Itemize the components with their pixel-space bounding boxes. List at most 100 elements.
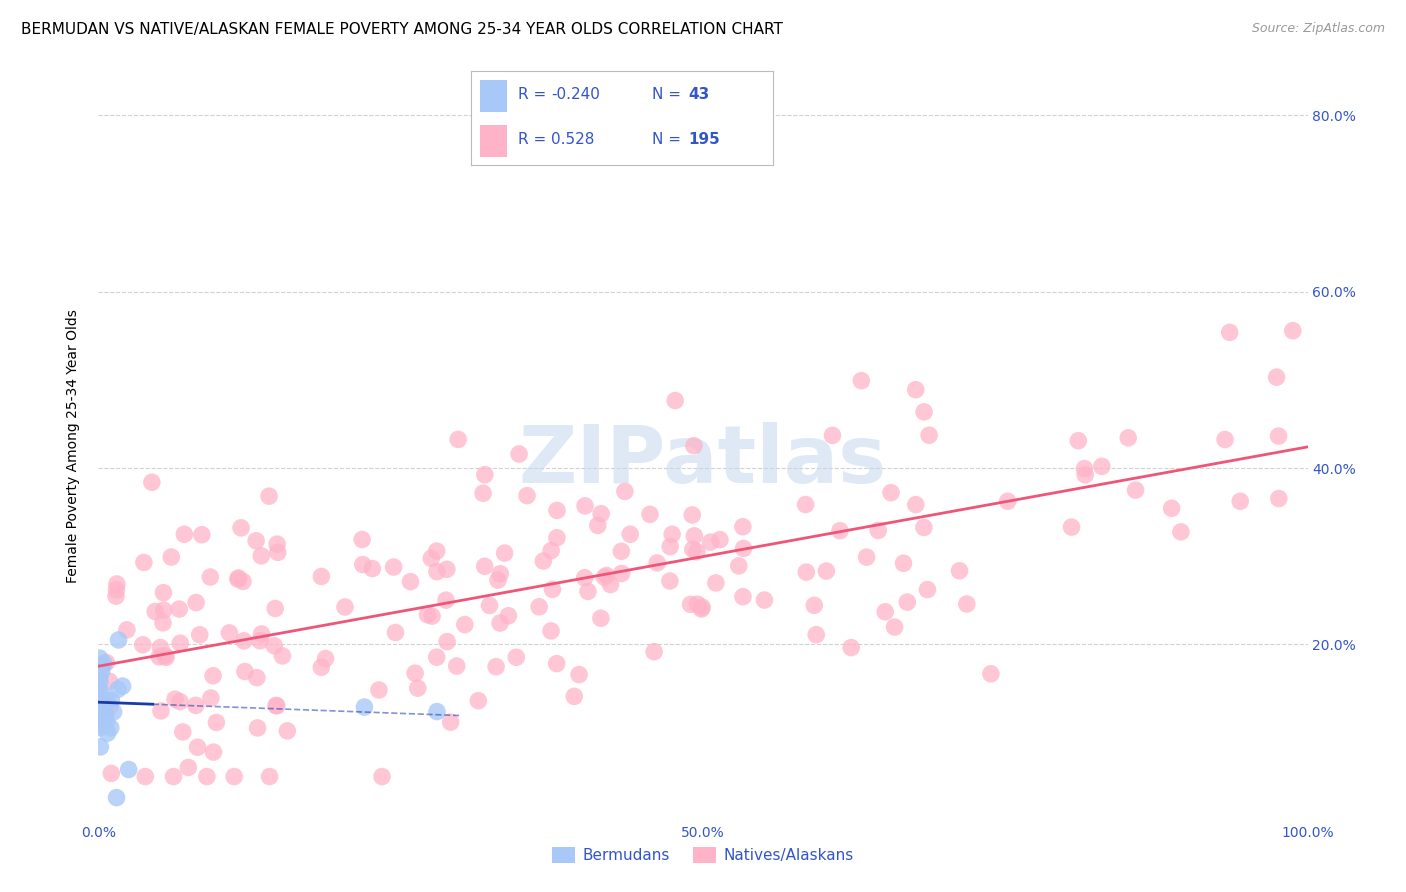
- Point: [645, 556, 668, 570]
- Point: [821, 428, 844, 442]
- Point: [917, 582, 939, 597]
- Point: [893, 556, 915, 570]
- Point: [904, 383, 927, 397]
- Point: [233, 665, 256, 679]
- Point: [794, 498, 817, 512]
- Point: [143, 605, 166, 619]
- Point: [191, 527, 214, 541]
- Point: [87, 708, 110, 723]
- Point: [228, 571, 250, 585]
- Point: [188, 628, 211, 642]
- Point: [1116, 431, 1139, 445]
- Point: [152, 615, 174, 630]
- Point: [436, 634, 458, 648]
- Point: [731, 590, 754, 604]
- Y-axis label: Female Poverty Among 25-34 Year Olds: Female Poverty Among 25-34 Year Olds: [66, 309, 80, 583]
- Point: [152, 603, 174, 617]
- Point: [754, 593, 776, 607]
- Point: [195, 770, 218, 784]
- FancyBboxPatch shape: [479, 125, 508, 157]
- Point: [264, 698, 287, 713]
- Point: [96, 694, 118, 708]
- Point: [103, 705, 125, 719]
- Point: [664, 393, 686, 408]
- Point: [912, 405, 935, 419]
- Text: 0.528: 0.528: [551, 132, 595, 147]
- Point: [851, 374, 873, 388]
- Point: [246, 721, 269, 735]
- Point: [591, 507, 613, 521]
- Point: [382, 560, 405, 574]
- Point: [371, 770, 394, 784]
- Point: [93, 710, 115, 724]
- Point: [89, 659, 111, 673]
- Point: [333, 599, 356, 614]
- Point: [232, 574, 254, 589]
- Point: [257, 489, 280, 503]
- Text: Source: ZipAtlas.com: Source: ZipAtlas.com: [1251, 22, 1385, 36]
- Point: [167, 602, 190, 616]
- Point: [97, 726, 120, 740]
- Point: [100, 693, 122, 707]
- Point: [686, 545, 709, 559]
- Point: [593, 570, 616, 584]
- Point: [118, 763, 141, 777]
- Point: [105, 589, 128, 603]
- Point: [439, 715, 461, 730]
- Point: [727, 558, 749, 573]
- Point: [89, 692, 111, 706]
- Point: [233, 633, 256, 648]
- Point: [682, 542, 704, 557]
- Point: [315, 651, 337, 665]
- Point: [658, 574, 681, 588]
- Point: [245, 533, 267, 548]
- Point: [89, 699, 111, 714]
- Point: [562, 690, 585, 704]
- Point: [733, 541, 755, 556]
- Point: [643, 645, 665, 659]
- Point: [426, 650, 449, 665]
- Point: [105, 790, 128, 805]
- Point: [683, 439, 706, 453]
- Point: [89, 651, 111, 665]
- Point: [828, 524, 851, 538]
- Point: [89, 739, 111, 754]
- Point: [162, 770, 184, 784]
- Point: [516, 489, 538, 503]
- Point: [1160, 501, 1182, 516]
- Point: [1229, 494, 1251, 508]
- Point: [93, 692, 115, 706]
- Point: [904, 498, 927, 512]
- Text: R =: R =: [517, 132, 551, 147]
- Point: [446, 659, 468, 673]
- Point: [132, 555, 155, 569]
- Point: [683, 529, 706, 543]
- Point: [153, 648, 176, 663]
- Point: [115, 623, 138, 637]
- Point: [218, 626, 240, 640]
- Point: [353, 700, 375, 714]
- Point: [659, 540, 682, 554]
- Point: [610, 544, 633, 558]
- Point: [406, 681, 429, 695]
- Text: BERMUDAN VS NATIVE/ALASKAN FEMALE POVERTY AMONG 25-34 YEAR OLDS CORRELATION CHAR: BERMUDAN VS NATIVE/ALASKAN FEMALE POVERT…: [21, 22, 783, 37]
- Point: [661, 527, 683, 541]
- Point: [918, 428, 941, 442]
- Point: [997, 494, 1019, 508]
- Point: [368, 683, 391, 698]
- Point: [87, 681, 110, 696]
- Point: [87, 713, 110, 727]
- Point: [90, 717, 112, 731]
- Point: [91, 701, 114, 715]
- Point: [266, 698, 288, 713]
- Point: [90, 702, 112, 716]
- Text: N =: N =: [652, 87, 686, 103]
- Point: [815, 564, 838, 578]
- Text: N =: N =: [652, 132, 686, 147]
- Point: [1268, 491, 1291, 506]
- Point: [1267, 429, 1289, 443]
- Point: [229, 521, 252, 535]
- Point: [454, 617, 477, 632]
- Point: [186, 740, 208, 755]
- Point: [200, 690, 222, 705]
